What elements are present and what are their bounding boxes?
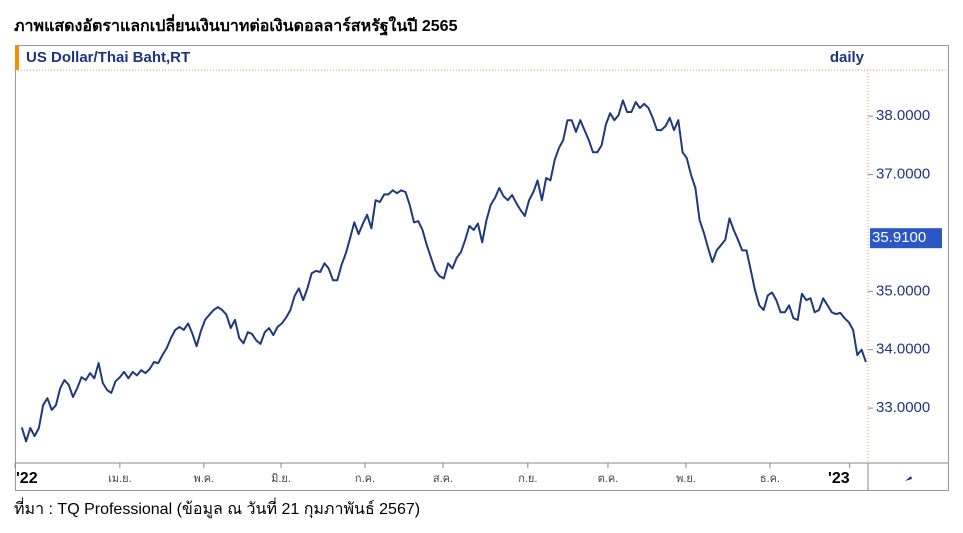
y-tick-label: 34.0000: [876, 341, 930, 358]
x-tick-label: ก.ย.: [518, 473, 537, 485]
x-tick-label: ต.ค.: [598, 473, 619, 485]
series-label: US Dollar/Thai Baht,RT: [26, 49, 190, 66]
x-tick-label: '23: [828, 470, 850, 487]
x-tick-label: '22: [16, 470, 38, 487]
y-tick-label: 37.0000: [876, 165, 930, 182]
x-tick-label: พ.ค.: [193, 473, 214, 485]
x-tick-label: ส.ค.: [433, 473, 453, 485]
series-line: [20, 99, 867, 443]
y-tick-label: 33.0000: [876, 399, 930, 416]
x-tick-label: ธ.ค.: [760, 473, 780, 485]
chart-frame: [15, 45, 949, 491]
x-tick-label: มิ.ย.: [271, 473, 291, 485]
last-value-box: [870, 228, 942, 249]
y-tick-label: 35.0000: [876, 282, 930, 299]
y-tick-label: 38.0000: [876, 107, 930, 124]
x-tick-label: ก.ค.: [355, 473, 375, 485]
last-value-label: 35.9100: [872, 229, 926, 246]
frame-accent: [15, 46, 19, 70]
chart-title: ภาพแสดงอัตราแลกเปลี่ยนเงินบาทต่อเงินดอลล…: [14, 14, 458, 36]
frequency-label: daily: [830, 49, 865, 66]
x-tick-label: เม.ย.: [108, 473, 132, 485]
corner-icon: [905, 476, 912, 481]
source-note: ที่มา : TQ Professional (ข้อมูล ณ วันที่…: [14, 497, 420, 519]
x-tick-label: พ.ย.: [676, 473, 696, 485]
